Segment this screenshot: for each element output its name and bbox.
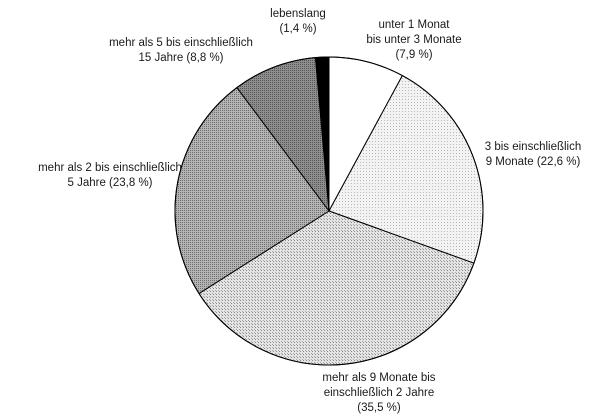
- slice-label-line: (7,9 %): [395, 49, 432, 61]
- slice-label-6: lebenslang (1,4 %): [270, 8, 326, 35]
- slice-label-line: 15 Jahre (8,8 %): [138, 52, 223, 64]
- slice-labels: unter 1 Monat bis unter 3 Monate (7,9 %) 3 …: [38, 8, 581, 414]
- slice-label-line: unter 1 Monat: [379, 19, 451, 31]
- pie-outline: [174, 56, 484, 366]
- slice-label-line: lebenslang: [270, 8, 326, 20]
- slice-label-line: 5 Jahre (23,8 %): [67, 177, 152, 189]
- slice-label-line: bis unter 3 Monate: [366, 34, 461, 46]
- slice-label-line: 9 Monate (22,6 %): [486, 156, 581, 168]
- slice-label-line: mehr als 9 Monate bis: [322, 372, 435, 384]
- slice-label-3: mehr als 9 Monate bis einschließlich 2 Ja…: [322, 372, 435, 414]
- slice-label-1: unter 1 Monat bis unter 3 Monate (7,9 %): [366, 19, 461, 61]
- slice-label-2: 3 bis einschließlich 9 Monate (22,6 %): [485, 141, 582, 168]
- slice-label-line: mehr als 2 bis einschließlich: [38, 162, 182, 174]
- slice-label-5: mehr als 5 bis einschließlich 15 Jahre (8…: [109, 37, 253, 64]
- slice-label-line: mehr als 5 bis einschließlich: [109, 37, 253, 49]
- slice-label-4: mehr als 2 bis einschließlich 5 Jahre (23…: [38, 162, 182, 189]
- pie-slices: [174, 56, 484, 366]
- slice-label-line: einschließlich 2 Jahre: [324, 387, 435, 399]
- slice-label-line: 3 bis einschließlich: [485, 141, 582, 153]
- slice-label-line: (1,4 %): [279, 23, 316, 35]
- slice-label-line: (35,5 %): [357, 402, 401, 414]
